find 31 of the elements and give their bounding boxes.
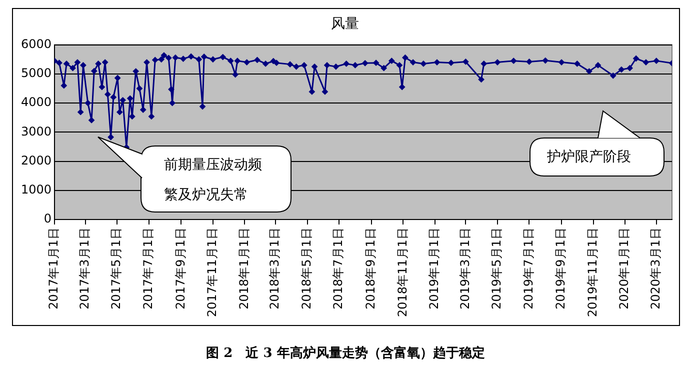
annotation: 护炉限产阶段 [547, 148, 632, 167]
x-tick-label: 2018年11月1日 [395, 228, 410, 318]
x-tick-label: 2019年11月1日 [585, 228, 600, 318]
x-tick-label: 2019年9月1日 [554, 228, 568, 310]
x-tick-label: 2018年1月1日 [236, 228, 251, 310]
y-tick-label: 1000 [20, 182, 52, 197]
x-tick-label: 2019年5月1日 [490, 228, 504, 310]
x-tick-label: 2017年1月1日 [46, 228, 61, 310]
x-tick-label: 2017年5月1日 [109, 228, 124, 310]
y-tick-label: 4000 [20, 95, 52, 110]
x-tick-label: 2017年11月1日 [205, 228, 220, 318]
x-tick-label: 2017年3月1日 [77, 228, 92, 310]
y-tick-label: 2000 [20, 153, 52, 168]
x-tick-label: 2017年9月1日 [173, 228, 188, 310]
x-tick-label: 2020年3月1日 [648, 228, 662, 310]
y-tick-label: 3000 [20, 124, 52, 138]
caption: 图 2 近 3 年高炉风量走势（含富氧）趋于稳定 [205, 344, 486, 362]
annotation: 前期量压波动频繁及炉况失常 [164, 156, 263, 205]
y-tick-label: 5000 [20, 66, 52, 80]
x-tick-label: 2018年3月1日 [268, 228, 282, 310]
chart-title: 风量 [331, 16, 359, 32]
y-tick-label: 6000 [20, 36, 52, 51]
x-tick-label: 2019年7月1日 [521, 228, 536, 310]
x-tick-label: 2019年1月1日 [427, 228, 442, 310]
x-tick-label: 2019年3月1日 [458, 228, 472, 310]
x-tick-label: 2018年9月1日 [363, 228, 378, 310]
x-tick-label: 2018年7月1日 [331, 228, 346, 310]
y-tick-label: 0 [44, 212, 52, 226]
x-tick-label: 2017年7月1日 [140, 228, 155, 310]
x-tick-label: 2018年5月1日 [299, 228, 314, 310]
x-tick-label: 2020年1月1日 [617, 228, 632, 310]
